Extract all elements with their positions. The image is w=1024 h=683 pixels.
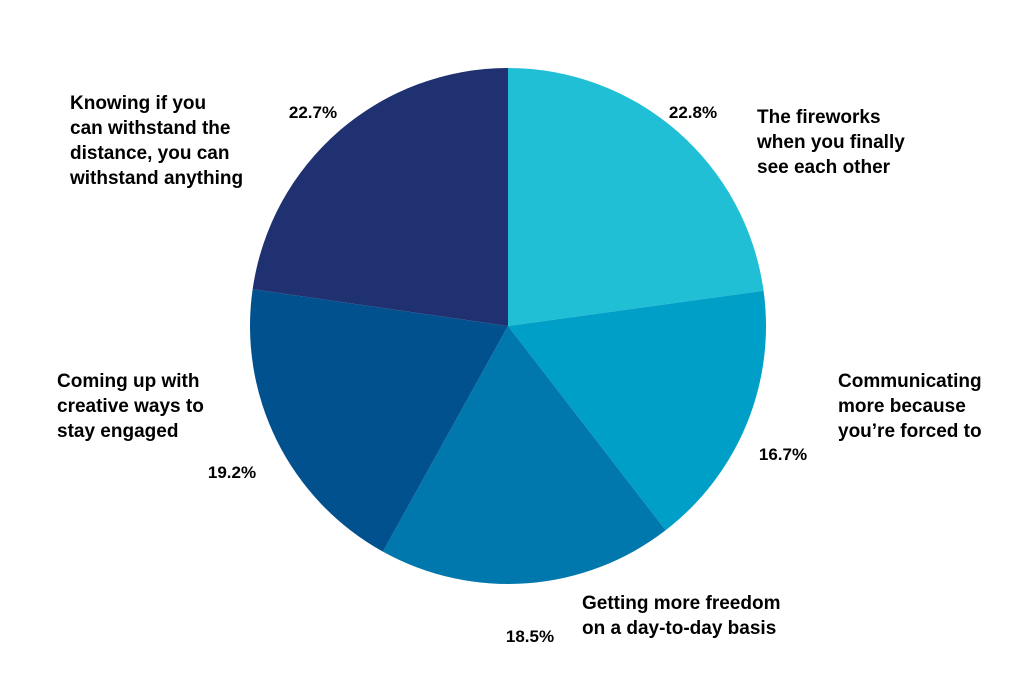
labels-layer: The fireworks when you finally see each ot… [57, 93, 982, 646]
pie-slice [252, 68, 508, 326]
slice-category-label-line: The fireworks [757, 107, 881, 128]
pie-slice [508, 68, 764, 326]
slice-category-label-line: Getting more freedom [582, 593, 780, 614]
slice-percent-label: 22.7% [289, 103, 337, 122]
slice-category-label-line: Knowing if you [70, 93, 206, 114]
slice-percent-label: 19.2% [208, 463, 256, 482]
slice-percent-label: 16.7% [759, 445, 807, 464]
slice-category-label-line: Communicating [838, 371, 982, 392]
slice-category-label-line: see each other [757, 157, 891, 178]
slice-category-label: The fireworks when you finally see each ot… [756, 107, 905, 178]
slice-category-label-line: withstand anything [69, 168, 243, 189]
pie-slice [250, 289, 509, 552]
slice-category-label: Coming up with creative ways to stay engag… [57, 371, 204, 442]
slice-category-label-line: can withstand the [70, 118, 230, 139]
slice-category-label-line: distance, you can [70, 143, 229, 164]
slice-category-label-line: stay engaged [57, 421, 178, 442]
slice-category-label-line: creative ways to [57, 396, 204, 417]
slice-category-label-line: Coming up with [57, 371, 199, 392]
slice-category-label-line: on a day-to-day basis [582, 618, 776, 639]
slice-category-label-line: more because [838, 396, 966, 417]
slice-percent-label: 22.8% [669, 103, 717, 122]
pie-slice [508, 290, 766, 531]
slice-category-label: Knowing if you can withstand the distance,… [69, 93, 243, 189]
slice-percent-label: 18.5% [506, 627, 554, 646]
slice-category-label-line: when you finally [756, 132, 905, 153]
pie-slice [382, 326, 666, 584]
slice-category-label: Getting more freedom on a day-to-day basi… [582, 593, 780, 639]
slice-category-label-line: you’re forced to [838, 421, 982, 442]
slice-category-label: Communicating more because you’re forced t… [838, 371, 982, 442]
slices-layer [250, 68, 766, 584]
